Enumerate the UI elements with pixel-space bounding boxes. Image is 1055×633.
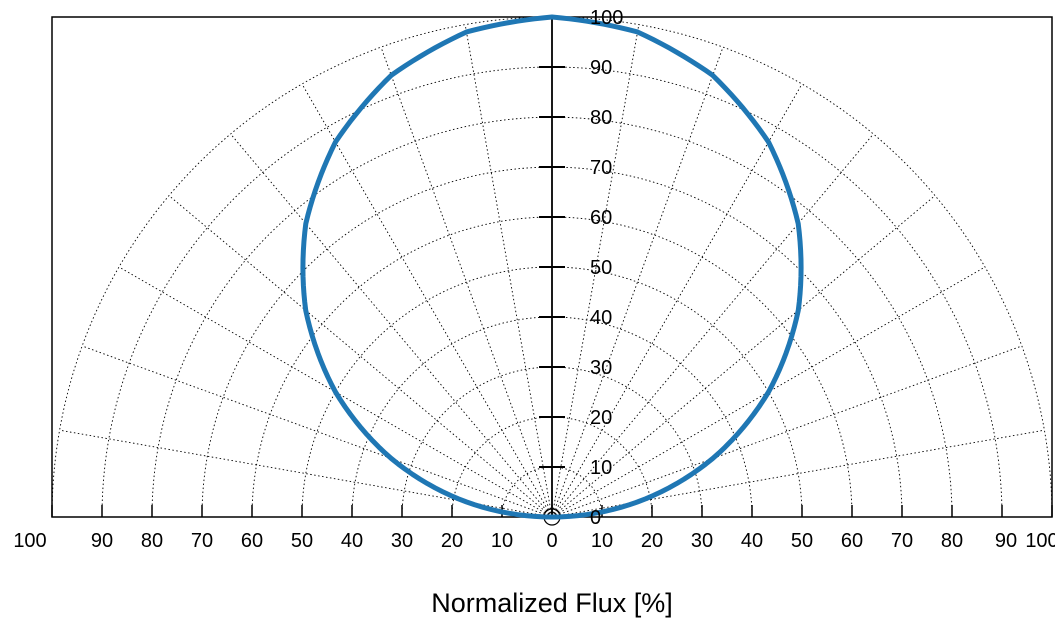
x-tick-label: 40 bbox=[741, 530, 763, 552]
polar-grid bbox=[51, 16, 1053, 518]
y-tick-label: 60 bbox=[590, 207, 612, 229]
y-tick-label: 20 bbox=[590, 407, 612, 429]
grid-spoke bbox=[551, 266, 986, 518]
y-tick-label: 90 bbox=[590, 57, 612, 79]
y-tick-label: 30 bbox=[590, 357, 612, 379]
series-line bbox=[300, 14, 804, 520]
y-tick-label: 100 bbox=[590, 7, 623, 29]
x-tick-label: 0 bbox=[546, 530, 557, 552]
grid-spoke bbox=[81, 345, 553, 518]
x-tick-label: 60 bbox=[241, 530, 263, 552]
grid-spoke bbox=[301, 83, 553, 518]
x-tick-label: 100 bbox=[13, 530, 46, 552]
grid-arc bbox=[151, 116, 953, 518]
grid-arc bbox=[351, 316, 753, 518]
grid-spoke bbox=[168, 195, 553, 518]
x-tick-label: 20 bbox=[441, 530, 463, 552]
y-tick-label: 50 bbox=[590, 257, 612, 279]
x-axis-title: Normalized Flux [%] bbox=[431, 588, 673, 618]
axes bbox=[51, 16, 1053, 526]
y-tick-label: 80 bbox=[590, 107, 612, 129]
grid-spoke bbox=[551, 24, 640, 518]
grid-spoke bbox=[380, 46, 553, 518]
tick-labels: 100 90 80 70 60 50 40 30 20 10 0 10 20 30 40 50 60 70 80 90… bbox=[13, 7, 1055, 552]
x-tick-label: 30 bbox=[691, 530, 713, 552]
y-tick-label: 70 bbox=[590, 157, 612, 179]
x-tick-label: 100 bbox=[1025, 530, 1055, 552]
grid-spoke bbox=[230, 133, 553, 518]
y-tick-label: 10 bbox=[590, 457, 612, 479]
x-tick-label: 50 bbox=[791, 530, 813, 552]
x-tick-label: 50 bbox=[291, 530, 313, 552]
grid-spoke bbox=[551, 345, 1023, 518]
x-tick-label: 40 bbox=[341, 530, 363, 552]
x-tick-label: 10 bbox=[491, 530, 513, 552]
grid-spoke bbox=[551, 46, 724, 518]
grid-spoke bbox=[551, 195, 936, 518]
x-tick-label: 30 bbox=[391, 530, 413, 552]
grid-spoke bbox=[551, 429, 1045, 518]
grid-spoke bbox=[464, 24, 553, 518]
x-tick-label: 90 bbox=[995, 530, 1017, 552]
grid-spoke bbox=[551, 83, 803, 518]
x-tick-label: 70 bbox=[891, 530, 913, 552]
x-tick-label: 10 bbox=[591, 530, 613, 552]
x-tick-label: 90 bbox=[91, 530, 113, 552]
x-tick-label: 80 bbox=[941, 530, 963, 552]
y-tick-label: 40 bbox=[590, 307, 612, 329]
grid-spoke bbox=[551, 133, 874, 518]
grid-spoke bbox=[118, 266, 553, 518]
grid-spoke bbox=[59, 429, 553, 518]
x-tick-label: 70 bbox=[191, 530, 213, 552]
series bbox=[300, 14, 804, 520]
x-tick-label: 60 bbox=[841, 530, 863, 552]
y-tick-label: 0 bbox=[590, 507, 601, 529]
x-tick-label: 20 bbox=[641, 530, 663, 552]
x-tick-label: 80 bbox=[141, 530, 163, 552]
